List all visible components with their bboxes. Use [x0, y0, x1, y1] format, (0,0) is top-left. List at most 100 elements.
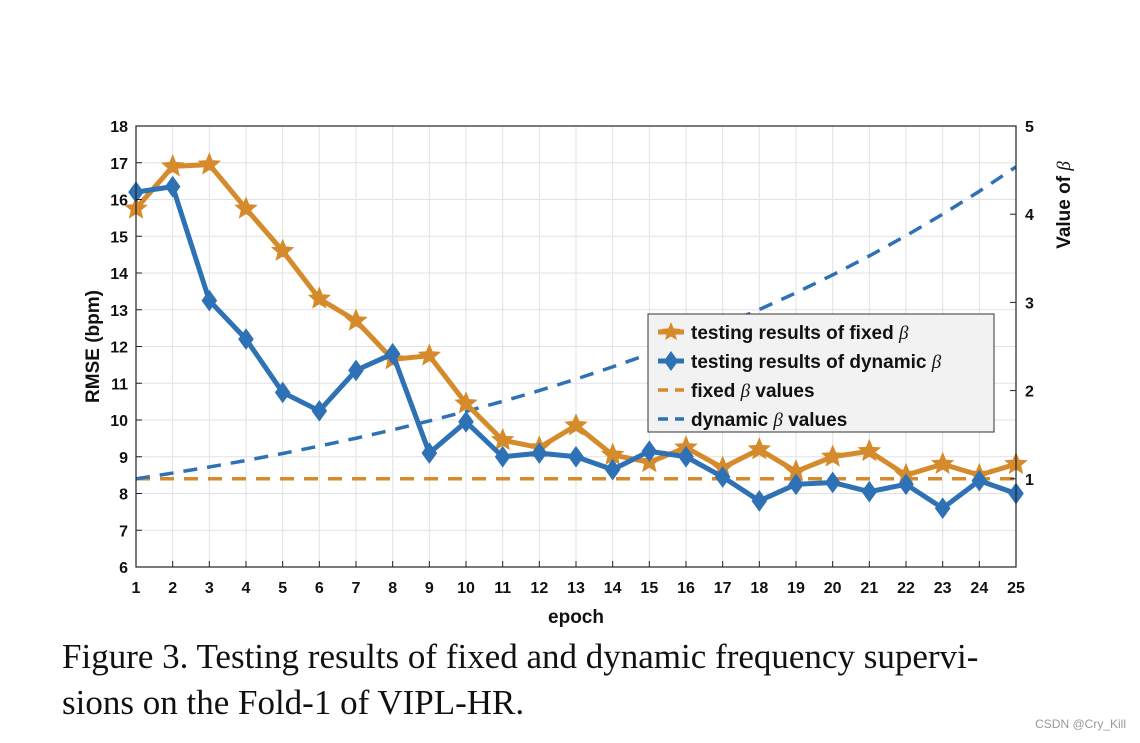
x-tick-label: 9 [425, 580, 434, 597]
legend-label: dynamic β values [691, 410, 847, 431]
x-tick-label: 2 [168, 580, 177, 597]
figure-caption: Figure 3. Testing results of fixed and d… [62, 634, 1102, 726]
y-tick-label: 6 [119, 560, 128, 577]
x-axis-label: epoch [548, 607, 604, 628]
diamond-marker [971, 469, 988, 492]
x-tick-label: 6 [315, 580, 324, 597]
y2-tick-label: 5 [1025, 119, 1034, 136]
y2-axis-label: Value of β [1054, 161, 1075, 249]
x-tick-label: 3 [205, 580, 214, 597]
diamond-marker [201, 289, 218, 312]
star-marker [234, 196, 258, 219]
diamond-marker [568, 445, 584, 468]
diamond-marker [384, 342, 401, 365]
star-marker [344, 308, 368, 331]
legend-label-text: dynamic [691, 410, 773, 431]
legend-label-suffix: values [783, 410, 847, 431]
diamond-marker [788, 473, 804, 496]
x-tick-label: 22 [897, 580, 915, 597]
y2-tick-label: 1 [1025, 472, 1034, 489]
y-tick-label: 15 [110, 229, 128, 246]
x-tick-label: 19 [787, 580, 805, 597]
legend-label-symbol: β [772, 410, 783, 431]
watermark: CSDN @Cry_Kill [1035, 717, 1126, 731]
x-tick-label: 7 [352, 580, 361, 597]
star-marker [564, 413, 588, 436]
legend-entry: testing results of dynamic β [658, 351, 942, 373]
star-marker [857, 438, 882, 462]
star-marker [307, 286, 332, 309]
legend-label-symbol: β [898, 323, 909, 344]
y-tick-label: 11 [111, 376, 128, 393]
y2-tick-label: 4 [1025, 207, 1034, 224]
x-tick-label: 5 [278, 580, 287, 597]
x-tick-label: 1 [132, 580, 141, 597]
diamond-marker [641, 440, 658, 463]
y-tick-label: 12 [110, 340, 128, 357]
x-tick-label: 21 [860, 580, 878, 597]
x-tick-label: 8 [388, 580, 397, 597]
star-marker [820, 444, 845, 467]
x-tick-label: 18 [750, 580, 768, 597]
y-tick-label: 10 [110, 413, 128, 430]
x-tick-label: 25 [1007, 580, 1025, 597]
legend-entry: fixed β values [658, 381, 815, 402]
legend-label-symbol: β [740, 381, 751, 402]
diamond-marker [238, 328, 254, 351]
legend-entry: dynamic β values [658, 410, 847, 431]
series-0 [124, 152, 1028, 486]
star-marker [270, 238, 295, 261]
x-tick-label: 24 [970, 580, 988, 597]
series-line [135, 165, 1017, 481]
y-tick-label: 8 [119, 487, 128, 504]
series-layer [124, 152, 1028, 520]
star-marker [454, 391, 478, 414]
diamond-marker [861, 480, 878, 503]
star-marker [930, 451, 955, 475]
caption-line-2: sions on the Fold-1 of VIPL-HR. [62, 683, 525, 722]
x-tick-label: 16 [677, 580, 695, 597]
diamond-marker [751, 489, 768, 512]
x-tick-label: 12 [530, 580, 548, 597]
diamond-marker [934, 497, 951, 520]
star-marker [417, 343, 442, 366]
caption-line-1: Figure 3. Testing results of fixed and d… [62, 637, 979, 676]
x-tick-label: 11 [494, 580, 511, 597]
diamond-marker [531, 442, 548, 464]
legend-label-symbol: β [931, 352, 942, 373]
series-3 [135, 165, 1017, 481]
x-tick-label: 23 [934, 580, 952, 597]
y-tick-label: 9 [119, 450, 128, 467]
y-tick-label: 7 [119, 523, 128, 540]
y-axis-label: RMSE (bpm) [83, 290, 104, 403]
legend-label-text: fixed [691, 381, 741, 402]
diamond-marker [164, 175, 181, 198]
y-tick-label: 14 [110, 266, 128, 283]
tick-labels: 1 2 3 4 5 6 7 8 9 10 11 12 13 14 15 16 17 18 19 20 21 22 23 24 2… [110, 119, 1034, 597]
diamond-marker [348, 359, 364, 382]
diamond-marker [898, 473, 914, 496]
y-tick-label: 17 [110, 156, 128, 173]
star-marker [747, 437, 772, 460]
diamond-marker [714, 466, 731, 488]
x-tick-label: 10 [457, 580, 475, 597]
diamond-marker [604, 458, 621, 481]
y2-tick-label: 2 [1025, 384, 1034, 401]
x-tick-label: 17 [714, 580, 732, 597]
x-tick-label: 15 [640, 580, 658, 597]
legend: testing results of fixed β testing result… [647, 313, 995, 433]
legend-label-suffix: values [750, 381, 814, 402]
y-tick-label: 13 [110, 303, 128, 320]
legend-box [647, 313, 995, 433]
legend-entry: testing results of fixed β [658, 322, 909, 344]
legend-label: testing results of fixed β [691, 323, 909, 344]
legend-marker-swatch [661, 322, 681, 341]
legend-label-text: testing results of dynamic [691, 352, 932, 373]
diamond-marker [274, 381, 291, 404]
diamond-marker [421, 442, 438, 464]
x-tick-label: 13 [567, 580, 585, 597]
star-marker [160, 154, 185, 177]
legend-marker-swatch [663, 351, 679, 371]
x-tick-label: 14 [604, 580, 622, 597]
y-tick-label: 16 [110, 193, 128, 210]
